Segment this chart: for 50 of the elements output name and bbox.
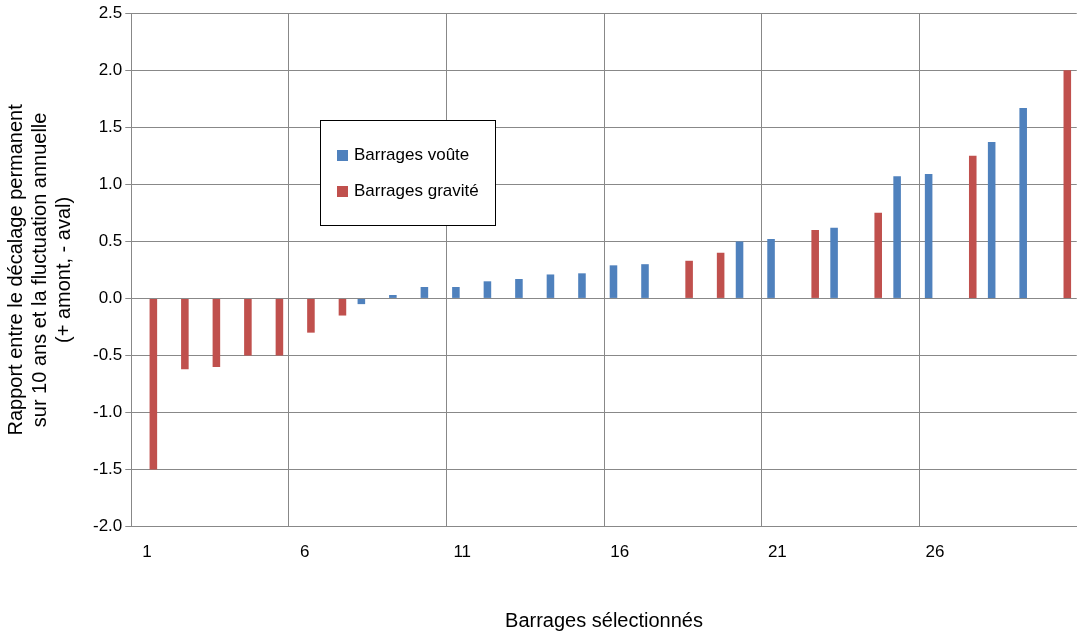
bar [578,273,586,298]
y-tick-label: 2.5 [98,2,123,22]
bar [830,227,838,298]
bar [149,298,158,470]
bar [767,239,775,298]
bar [924,174,933,298]
bar [338,298,347,316]
y-tick-label: 0.5 [98,231,123,251]
bar [716,252,725,298]
bar [546,274,555,298]
bar [212,298,221,367]
bar [389,295,397,298]
x-tick-label: 16 [610,542,630,562]
x-axis-title: Barrages sélectionnés [505,608,703,631]
y-tick-label: 1.5 [98,116,123,136]
bar [1063,70,1072,298]
x-tick-label: 6 [299,542,310,562]
bar [685,260,693,298]
bar [420,287,429,298]
bar [181,298,189,370]
bar [987,142,996,298]
bar [307,298,315,333]
bar [275,298,284,356]
bar [735,241,744,298]
legend-label: Barrages voûte [354,144,470,166]
y-axis-title: Rapport entre le décalage permanent sur 10 ans et la fluctuation annuelle (+ amont, - aval) [3,103,74,436]
x-tick-label: 1 [142,542,152,562]
y-tick-label: 2.0 [98,59,123,79]
legend-label: Barrages gravité [354,180,479,202]
bar [874,212,882,298]
bar [1019,107,1027,298]
bar [609,265,618,298]
bar [244,298,252,356]
y-tick-label: -2.0 [93,516,123,536]
bar [641,264,649,298]
y-tick-label: 0.0 [98,288,123,308]
bar [811,229,819,298]
x-tick-label: 26 [925,542,945,562]
bar [515,279,523,298]
x-tick-label: 21 [767,542,787,562]
bar [483,281,492,298]
y-tick-label: 1.0 [98,174,123,194]
y-tick-label: -1.0 [93,402,123,422]
bar [968,155,977,298]
bar [357,298,366,305]
y-tick-label: -1.5 [93,459,123,479]
bar [452,287,460,298]
x-tick-label: 11 [453,542,472,562]
bar [893,176,901,298]
y-tick-label: -0.5 [93,345,123,365]
